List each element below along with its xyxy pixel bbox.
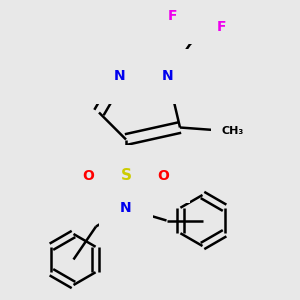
Text: F: F	[168, 10, 177, 23]
Text: CH₃: CH₃	[222, 125, 244, 136]
Text: N: N	[162, 70, 174, 83]
Text: N: N	[114, 70, 126, 83]
Text: O: O	[82, 169, 94, 182]
Text: S: S	[121, 168, 131, 183]
Text: O: O	[158, 169, 169, 182]
Text: F: F	[217, 20, 227, 34]
Text: N: N	[120, 202, 132, 215]
